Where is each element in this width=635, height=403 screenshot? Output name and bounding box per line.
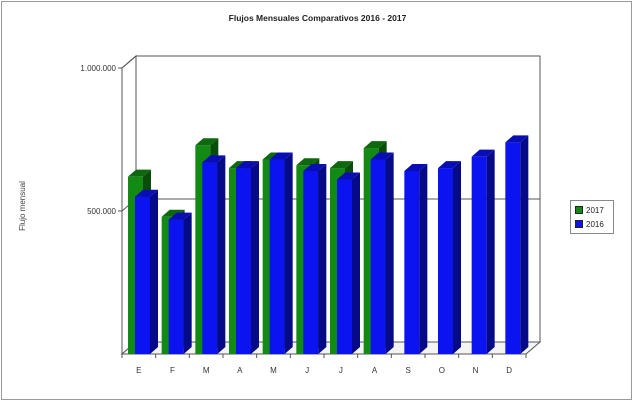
bar-side-2016-9 [453, 161, 461, 354]
x-tick-label: A [237, 366, 243, 375]
bar-top-2017-0 [128, 169, 151, 177]
bar-2016-11 [505, 142, 521, 354]
x-tick-label: J [339, 366, 343, 375]
bar-2016-4 [269, 159, 285, 354]
gridline [121, 55, 540, 69]
legend-swatch-2017 [575, 206, 583, 214]
bar-2016-7 [370, 159, 386, 354]
bar-top-2017-2 [195, 138, 219, 146]
bar-side-2016-11 [520, 135, 529, 354]
x-tick-label: E [136, 366, 141, 375]
bar-2016-2 [202, 162, 218, 354]
bar-side-2016-8 [419, 163, 428, 354]
bar-side-2016-4 [284, 152, 293, 354]
bar-top-2016-4 [269, 152, 293, 160]
bar-top-2016-1 [168, 212, 192, 220]
bar-top-2017-6 [330, 161, 353, 169]
x-tick-label: D [506, 366, 512, 375]
x-tick-label: F [170, 366, 175, 375]
bar-side-2016-5 [318, 163, 327, 354]
legend-label-2017: 2017 [586, 206, 604, 215]
bar-2016-6 [337, 179, 352, 354]
bar-top-2016-8 [404, 163, 428, 171]
bar-side-2016-2 [217, 155, 226, 354]
bar-side-2016-6 [352, 172, 360, 354]
bar-top-2017-7 [363, 141, 387, 149]
bar-top-2017-5 [296, 158, 320, 166]
y-tick-label: 500.000 [87, 207, 116, 216]
x-tick-label: O [439, 366, 445, 375]
bar-top-2016-6 [337, 172, 360, 180]
x-tick-label: M [203, 366, 210, 375]
bar-top-2016-3 [236, 161, 259, 169]
bar-2016-1 [168, 219, 184, 354]
bar-side-2016-1 [183, 212, 192, 354]
legend-swatch-2016 [575, 220, 583, 228]
bar-side-2016-3 [251, 161, 259, 354]
x-tick-label: M [270, 366, 277, 375]
x-tick-label: J [305, 366, 309, 375]
chart-title: Flujos Mensuales Comparativos 2016 - 201… [228, 13, 407, 23]
legend-label-2016: 2016 [586, 220, 604, 229]
bar-top-2016-10 [471, 149, 495, 157]
legend-item-2016: 2016 [575, 220, 604, 230]
bar-2016-8 [404, 170, 420, 354]
bar-top-2017-1 [161, 209, 185, 217]
bar-side-2016-10 [486, 149, 495, 354]
bar-side-2016-7 [385, 152, 394, 354]
bar-top-2016-2 [202, 155, 226, 163]
x-tick-label: A [372, 366, 378, 375]
legend: 2017 2016 [570, 200, 614, 234]
legend-item-2017: 2017 [575, 206, 604, 216]
bar-top-2016-9 [438, 161, 461, 169]
bar-2016-10 [471, 156, 487, 354]
bar-2016-9 [438, 168, 453, 354]
x-tick-label: N [473, 366, 479, 375]
bar-top-2016-5 [303, 163, 327, 171]
bar-top-2016-11 [505, 135, 529, 143]
bar-2016-5 [303, 170, 319, 354]
bar-2016-0 [135, 196, 150, 354]
bar-top-2016-7 [370, 152, 394, 160]
y-tick-label: 1.000.000 [80, 64, 116, 73]
bar-top-2016-0 [135, 189, 158, 197]
x-tick-label: S [405, 366, 410, 375]
bar-2016-3 [236, 168, 251, 354]
bar-side-2016-0 [150, 189, 158, 354]
